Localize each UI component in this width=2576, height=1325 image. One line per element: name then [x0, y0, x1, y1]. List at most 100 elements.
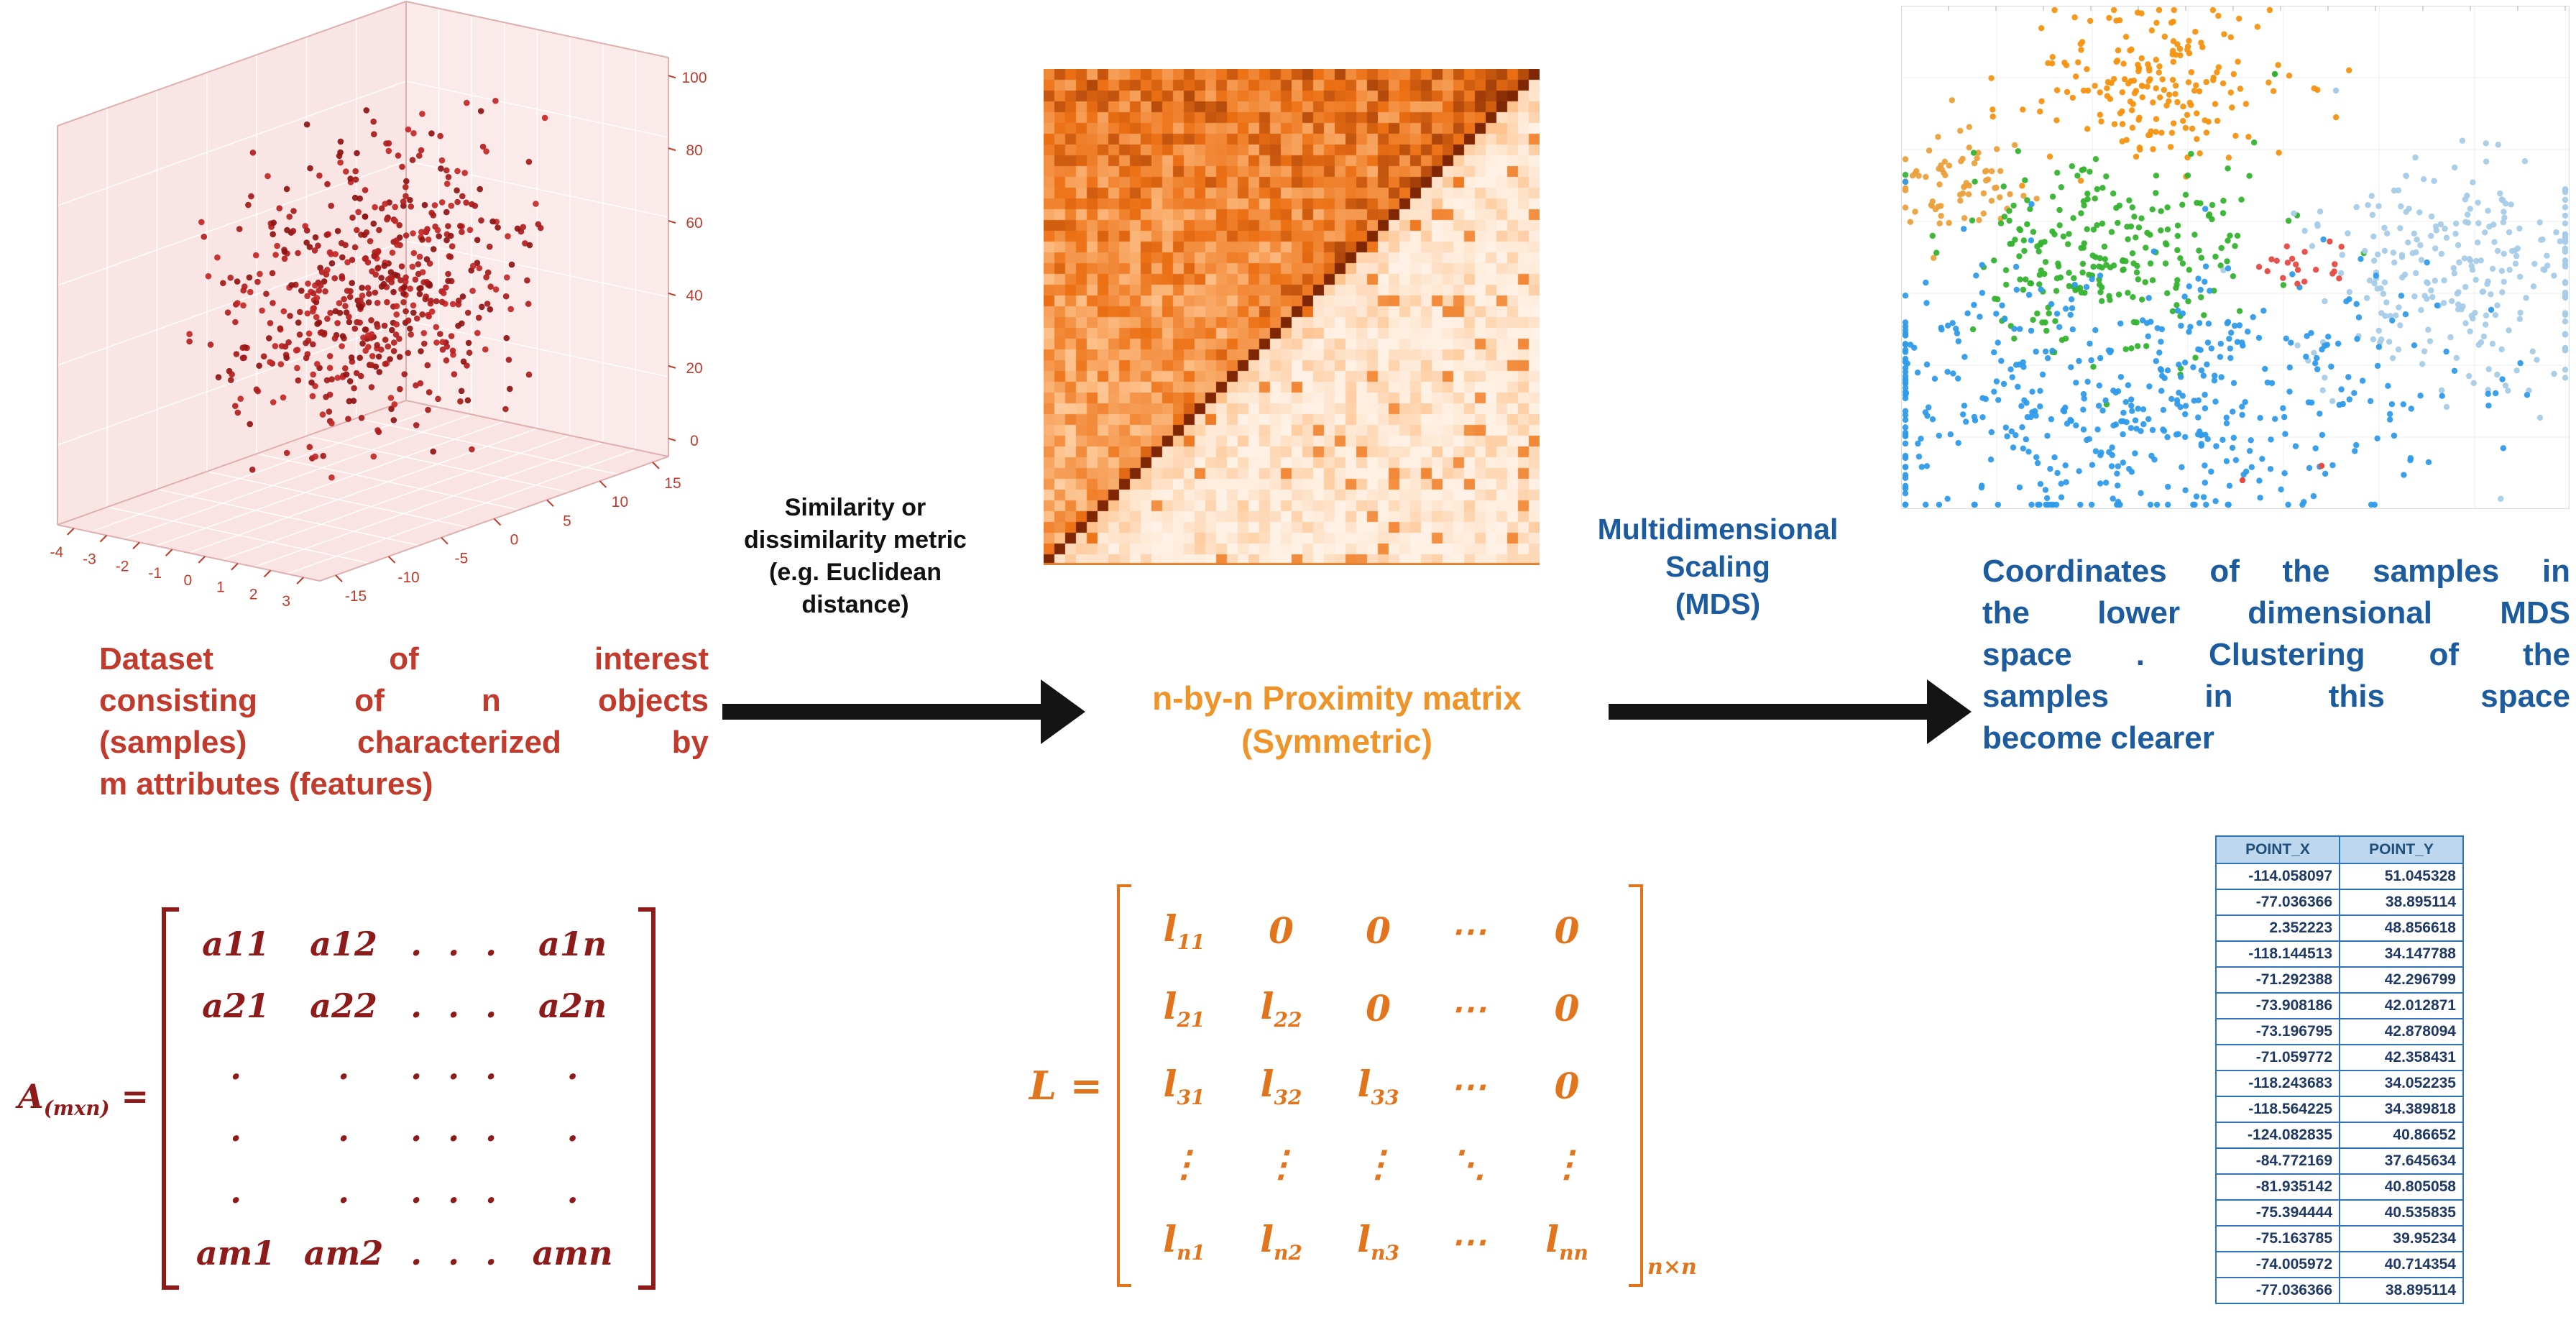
matrix-cell: .: [410, 925, 423, 963]
table-row: -75.163785 39.95234: [2215, 1225, 2464, 1252]
matrix-cell: 0: [1554, 1064, 1580, 1107]
table-cell: -124.082835: [2215, 1122, 2340, 1149]
table-cell: 34.147788: [2339, 940, 2464, 968]
matrix-cell: .: [485, 925, 497, 963]
arrow-shaft: [1609, 704, 1930, 720]
svg-text:0: 0: [690, 433, 699, 449]
table-cell: -118.564225: [2215, 1096, 2340, 1123]
outlier-point: [2271, 70, 2278, 78]
matrix-cell: l21: [1163, 984, 1205, 1032]
matrix-l-label: L =: [1029, 1063, 1103, 1109]
matrix-a-symbol: A: [18, 1076, 44, 1116]
metric-line: (e.g. Euclidean: [769, 558, 942, 586]
matrix-cell: ⋱: [1450, 1142, 1486, 1185]
matrix-cell: .: [566, 1110, 579, 1149]
matrix-cell: .: [566, 1172, 579, 1211]
mds-line: Multidimensional: [1597, 513, 1839, 546]
dataset-line: consisting of n objects: [99, 683, 709, 718]
table-cell: 51.045328: [2339, 863, 2464, 890]
table-cell: -73.196795: [2215, 1018, 2340, 1045]
matrix-a-label: A(mxn) =: [18, 1077, 149, 1120]
table-row: -73.196795 42.878094: [2215, 1018, 2464, 1045]
table-row: -77.036366 38.895114: [2215, 1277, 2464, 1304]
matrix-cell: .: [410, 1110, 423, 1149]
table-row: -71.292388 42.296799: [2215, 966, 2464, 994]
matrix-cell: am1: [196, 1234, 276, 1273]
matrix-cell: .: [485, 986, 497, 1025]
equals-sign: =: [121, 1076, 150, 1116]
outlier-point: [2239, 477, 2246, 484]
matrix-cell: ⋯: [1450, 909, 1486, 952]
table-cell: -74.005972: [2215, 1251, 2340, 1278]
matrix-cell: a2n: [538, 986, 607, 1025]
table-row: -118.144513 34.147788: [2215, 940, 2464, 968]
metric-line: Similarity or: [784, 494, 926, 521]
matrix-cell: .: [485, 1110, 497, 1149]
table-cell: -75.394444: [2215, 1199, 2340, 1227]
table-row: -124.082835 40.86652: [2215, 1122, 2464, 1149]
matrix-cell: .: [230, 1110, 242, 1149]
matrix-cell: ⋮: [1549, 1142, 1586, 1185]
table-cell: 2.352223: [2215, 914, 2340, 942]
matrix-cell: a22: [310, 986, 377, 1025]
matrix-cell: .: [338, 1048, 350, 1087]
matrix-cell: .: [485, 1048, 497, 1087]
left-bracket: [162, 907, 180, 1290]
table-row: -84.772169 37.645634: [2215, 1147, 2464, 1175]
matrix-cell: ln2: [1260, 1217, 1302, 1265]
table-cell: 34.052235: [2339, 1070, 2464, 1097]
table-cell: -77.036366: [2215, 889, 2340, 916]
svg-text:2: 2: [249, 586, 258, 602]
matrix-cell: 0: [1366, 909, 1391, 952]
table-cell: 42.878094: [2339, 1018, 2464, 1045]
dataset-line: m attributes (features): [99, 766, 433, 802]
svg-text:-4: -4: [50, 544, 63, 561]
matrix-cell: ⋯: [1450, 1219, 1486, 1262]
proximity-line: n-by-n Proximity matrix: [1152, 679, 1522, 717]
table-cell: -71.292388: [2215, 966, 2340, 994]
table-header: POINT_Y: [2339, 835, 2464, 864]
matrix-cell: 0: [1366, 986, 1391, 1030]
svg-text:-15: -15: [345, 588, 367, 605]
matrix-l-symbol: L: [1029, 1063, 1057, 1109]
cluster-red: [2255, 238, 2345, 287]
right-bracket: [1629, 884, 1644, 1287]
matrix-l-dimension-subscript: n×n: [1647, 1255, 1697, 1280]
matrix-cell: .: [410, 1234, 423, 1273]
right-bracket: [638, 907, 656, 1290]
cluster-orange-top: [1988, 6, 2352, 189]
svg-text:40: 40: [686, 288, 702, 304]
proximity-heatmap: [1044, 69, 1540, 565]
matrix-cell: ⋯: [1450, 986, 1486, 1030]
matrix-cell: a1n: [538, 925, 607, 963]
arrow-shaft: [722, 704, 1044, 720]
svg-text:5: 5: [563, 513, 571, 529]
outlier-point: [2332, 87, 2340, 94]
matrix-cell: .: [410, 986, 423, 1025]
matrix-cell: l33: [1357, 1062, 1399, 1109]
table-cell: 42.358431: [2339, 1044, 2464, 1071]
table-header-row: POINT_X POINT_Y: [2215, 835, 2464, 864]
svg-text:20: 20: [686, 360, 702, 377]
matrix-cell: ln3: [1357, 1217, 1399, 1265]
table-row: -81.935142 40.805058: [2215, 1173, 2464, 1201]
svg-text:3: 3: [282, 593, 290, 610]
table-row: -71.059772 42.358431: [2215, 1044, 2464, 1071]
svg-text:-1: -1: [148, 565, 162, 582]
outlier-point: [2318, 462, 2325, 469]
matrix-cell: .: [485, 1172, 497, 1211]
table-cell: -118.243683: [2215, 1070, 2340, 1097]
table-row: -74.005972 40.714354: [2215, 1251, 2464, 1278]
matrix-cell: ⋮: [1360, 1142, 1397, 1185]
mds-line: Scaling: [1665, 550, 1770, 584]
matrix-l-grid: l11 0 0 ⋯ 0 l21 l22 0 ⋯ 0 l31 l32 l33 ⋯ 0 ⋮ ⋮ ⋮ ⋱ ⋮ ln1 ln2 ln…: [1131, 884, 1629, 1287]
matrix-cell: a12: [310, 925, 377, 963]
matrix-cell: .: [410, 1048, 423, 1087]
coordinates-table: POINT_X POINT_Y -114.058097 51.045328 -77.0…: [2215, 835, 2464, 1304]
left-bracket: [1117, 884, 1132, 1287]
coordinates-caption: Coordinates of the samples in the lower …: [1982, 551, 2570, 759]
matrix-cell: .: [230, 1172, 242, 1211]
mds-line: (MDS): [1675, 587, 1761, 621]
coords-line: space . Clustering of the: [1982, 637, 2570, 672]
